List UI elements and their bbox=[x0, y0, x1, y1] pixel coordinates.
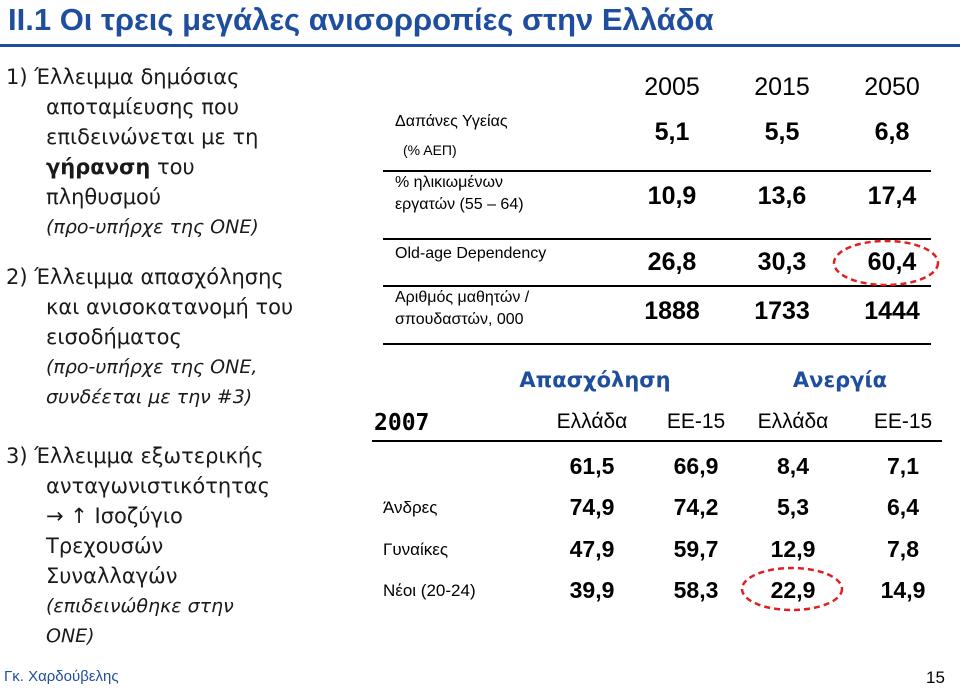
column-header: ΕΕ-15 bbox=[873, 410, 933, 433]
item-note: ΟΝΕ) bbox=[46, 625, 95, 647]
cell: 5,5 bbox=[764, 118, 800, 146]
row-label: Γυναίκες bbox=[383, 540, 449, 559]
item-line: 2) Έλλειμμα απασχόλησης bbox=[6, 265, 284, 289]
label-line: Old-age Dependency bbox=[395, 245, 547, 262]
title-rule bbox=[0, 44, 960, 47]
cell: 39,9 bbox=[569, 577, 615, 603]
column-header: Ελλάδα bbox=[556, 410, 628, 433]
cell: 59,7 bbox=[673, 536, 719, 562]
item-line: γήρανση του bbox=[6, 152, 259, 182]
item-line: → ↑ Ισοζύγιο bbox=[46, 504, 183, 528]
cell: 74,9 bbox=[569, 494, 615, 520]
author: Γκ. Χαρδούβελης bbox=[4, 668, 119, 685]
cell: 60,4 bbox=[867, 248, 917, 276]
item-line: Τρεχουσών bbox=[46, 534, 164, 558]
list-item: 1) Έλλειμμα δημόσιας αποταμίευσης που επιδ… bbox=[6, 62, 259, 242]
header-rule bbox=[372, 440, 942, 442]
cell: 14,9 bbox=[880, 577, 926, 603]
item-line: αποταμίευσης που bbox=[46, 95, 240, 119]
label-line: Αριθμός μαθητών / bbox=[395, 289, 530, 306]
item-line: 3) Έλλειμμα εξωτερικής bbox=[6, 444, 264, 468]
emphasis: γήρανση bbox=[46, 155, 151, 179]
group-header: Απασχόληση bbox=[519, 368, 671, 392]
cell: 74,2 bbox=[673, 494, 719, 520]
row-label: Νέοι (20-24) bbox=[383, 581, 476, 600]
row-label: Άνδρες bbox=[383, 498, 438, 517]
cell: 17,4 bbox=[867, 182, 917, 210]
label-line: εργατών (55 – 64) bbox=[395, 196, 524, 213]
item-text: του bbox=[150, 155, 195, 179]
cell: 58,3 bbox=[673, 577, 719, 603]
cell: 30,3 bbox=[757, 248, 807, 276]
column-header: Ελλάδα bbox=[757, 410, 829, 433]
item-note: (επιδεινώθηκε στην bbox=[46, 595, 234, 617]
row-label: Old-age Dependency bbox=[395, 243, 546, 265]
row-rule bbox=[383, 238, 931, 240]
page-number: 15 bbox=[926, 668, 945, 687]
row-label: % ηλικιωμένων εργατών (55 – 64) bbox=[395, 172, 524, 216]
cell: 47,9 bbox=[569, 536, 615, 562]
item-note: (προ-υπήρχε της ΟΝΕ) bbox=[46, 216, 259, 238]
row-rule bbox=[383, 170, 931, 172]
item-line: εισοδήματος bbox=[46, 325, 182, 349]
column-header: ΕΕ-15 bbox=[666, 410, 726, 433]
cell: 7,1 bbox=[887, 453, 919, 479]
list-item: 2) Έλλειμμα απασχόλησης και ανισοκατανομή… bbox=[6, 262, 293, 412]
year: 2007 bbox=[374, 410, 430, 436]
column-header: 2015 bbox=[754, 73, 810, 101]
highlight bbox=[740, 566, 844, 612]
label-line: (% ΑΕΠ) bbox=[403, 142, 457, 158]
cell: 5,3 bbox=[777, 494, 809, 520]
cell: 22,9 bbox=[770, 577, 816, 603]
cell: 1888 bbox=[644, 297, 700, 325]
label-line: σπουδαστών, 000 bbox=[395, 311, 524, 328]
row-rule bbox=[383, 285, 931, 287]
cell: 8,4 bbox=[777, 453, 809, 479]
cell: 26,8 bbox=[647, 248, 697, 276]
cell: 1733 bbox=[754, 297, 810, 325]
cell: 7,8 bbox=[887, 536, 919, 562]
cell: 1444 bbox=[864, 297, 920, 325]
label-line: Δαπάνες Υγείας bbox=[395, 113, 508, 130]
item-line: Συναλλαγών bbox=[46, 564, 178, 588]
cell: 6,8 bbox=[874, 118, 910, 146]
cell: 12,9 bbox=[770, 536, 816, 562]
column-header: 2005 bbox=[644, 73, 700, 101]
cell: 66,9 bbox=[673, 453, 719, 479]
cell: 6,4 bbox=[887, 494, 919, 520]
item-note: συνδέεται με την #3) bbox=[46, 386, 253, 408]
group-header: Ανεργία bbox=[792, 368, 888, 392]
item-line: και ανισοκατανομή του bbox=[46, 295, 294, 319]
list-item: 3) Έλλειμμα εξωτερικής ανταγωνιστικότητας… bbox=[6, 441, 270, 651]
row-label: Αριθμός μαθητών / σπουδαστών, 000 bbox=[395, 287, 529, 331]
column-header: 2050 bbox=[864, 73, 920, 101]
item-line: πληθυσμού bbox=[46, 185, 162, 209]
row-rule bbox=[383, 343, 931, 345]
label-line: % ηλικιωμένων bbox=[395, 174, 504, 191]
item-line: ανταγωνιστικότητας bbox=[46, 474, 270, 498]
item-note: (προ-υπήρχε της ΟΝΕ, bbox=[46, 356, 258, 378]
title: II.1 Οι τρεις μεγάλες ανισορροπίες στην … bbox=[8, 2, 714, 37]
row-label: Δαπάνες Υγείας (% ΑΕΠ) bbox=[395, 108, 508, 164]
cell: 5,1 bbox=[654, 118, 690, 146]
cell: 61,5 bbox=[569, 453, 615, 479]
item-line: 1) Έλλειμμα δημόσιας bbox=[6, 65, 240, 89]
cell: 13,6 bbox=[757, 182, 807, 210]
highlight bbox=[832, 239, 940, 287]
cell: 10,9 bbox=[647, 182, 697, 210]
item-line: επιδεινώνεται με τη bbox=[46, 125, 259, 149]
